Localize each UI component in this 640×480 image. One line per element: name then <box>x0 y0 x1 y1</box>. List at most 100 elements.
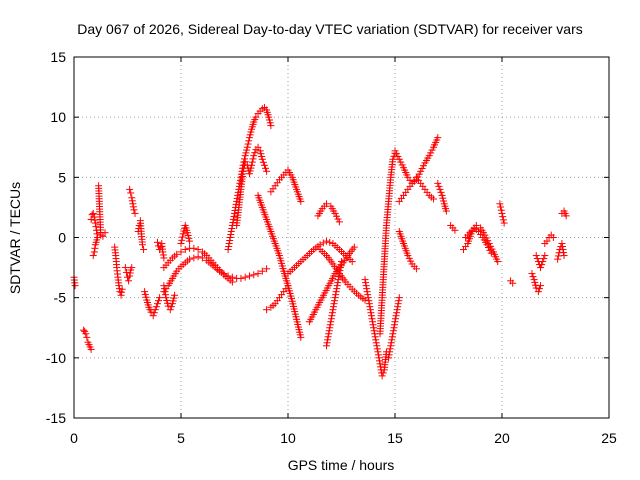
data-point <box>250 271 258 279</box>
data-point <box>509 279 517 287</box>
data-point <box>237 274 245 282</box>
data-point <box>284 282 292 290</box>
data-point <box>388 336 396 344</box>
data-point <box>150 309 158 317</box>
data-point <box>190 244 198 252</box>
data-point <box>252 113 260 121</box>
data-point <box>149 312 157 320</box>
data-point <box>375 354 383 362</box>
data-point <box>121 264 129 272</box>
data-point <box>236 176 244 184</box>
data-point <box>228 278 236 286</box>
data-point <box>254 270 262 278</box>
data-point <box>160 282 168 290</box>
data-point <box>389 155 397 163</box>
data-point <box>330 300 338 308</box>
data-point <box>237 173 245 181</box>
data-point <box>560 252 568 260</box>
data-point <box>327 315 335 323</box>
data-point <box>412 265 420 273</box>
data-point <box>560 249 568 257</box>
data-point <box>327 318 335 326</box>
data-point <box>365 300 373 308</box>
data-point <box>528 270 536 278</box>
data-point <box>127 189 135 197</box>
axis-ticks: 0 5 10 15 20 25 -15 -10 -5 0 5 10 15 <box>46 49 617 446</box>
data-point <box>177 248 185 256</box>
data-point <box>334 279 342 287</box>
data-point <box>93 230 101 238</box>
data-point <box>389 327 397 335</box>
data-point <box>385 354 393 362</box>
data-point <box>230 212 238 220</box>
data-point <box>500 219 508 227</box>
data-point <box>331 297 339 305</box>
data-point <box>92 223 100 231</box>
data-point <box>394 303 402 311</box>
data-point <box>332 291 340 299</box>
data-point <box>326 324 334 332</box>
data-point <box>324 333 332 341</box>
data-point <box>241 158 249 166</box>
data-point <box>249 155 257 163</box>
data-point <box>328 312 336 320</box>
data-point <box>362 279 370 287</box>
data-point <box>529 273 537 281</box>
chart-title: Day 067 of 2026, Sidereal Day-to-day VTE… <box>77 21 583 37</box>
data-point <box>115 282 123 290</box>
data-point <box>362 282 370 290</box>
data-point <box>371 333 379 341</box>
data-point <box>430 195 438 203</box>
data-point <box>537 264 545 272</box>
data-point <box>267 122 275 130</box>
data-point <box>348 258 356 266</box>
data-point <box>171 291 179 299</box>
data-point <box>386 348 394 356</box>
data-point <box>243 143 251 151</box>
data-point <box>335 218 343 226</box>
data-point <box>126 185 134 193</box>
data-point <box>231 209 238 217</box>
data-point <box>186 237 194 245</box>
data-point <box>87 345 95 353</box>
data-point <box>549 234 557 241</box>
plot-frame <box>73 56 610 419</box>
y-tick-label: -10 <box>46 350 66 366</box>
data-point <box>80 326 88 334</box>
data-point <box>71 282 79 290</box>
data-point <box>251 149 259 157</box>
data-point <box>91 216 99 224</box>
data-point <box>539 258 547 266</box>
data-point <box>393 306 401 314</box>
data-point <box>387 339 395 347</box>
data-point <box>258 155 266 163</box>
data-point <box>128 194 136 202</box>
data-point <box>91 241 99 249</box>
data-point <box>263 167 271 175</box>
data-point <box>126 272 134 280</box>
data-point <box>325 327 333 335</box>
data-point <box>374 348 382 356</box>
data-point <box>128 264 136 272</box>
data-point <box>543 237 551 245</box>
data-point <box>128 197 136 205</box>
data-point <box>538 261 546 269</box>
data-point <box>328 309 336 317</box>
data-point <box>532 252 540 260</box>
data-point <box>226 237 234 245</box>
data-point <box>254 143 262 151</box>
data-point <box>194 253 202 261</box>
data-point <box>167 303 175 311</box>
data-point <box>262 164 270 172</box>
data-point <box>323 342 331 350</box>
data-point <box>323 237 331 245</box>
data-point <box>178 233 186 241</box>
data-point <box>89 252 97 260</box>
x-tick-label: 25 <box>601 430 617 446</box>
data-point <box>378 372 386 380</box>
data-point <box>388 333 396 341</box>
data-point <box>540 255 548 263</box>
data-point <box>334 276 342 284</box>
y-axis-label: SDTVAR / TECUs <box>7 182 23 294</box>
data-point <box>364 294 372 302</box>
